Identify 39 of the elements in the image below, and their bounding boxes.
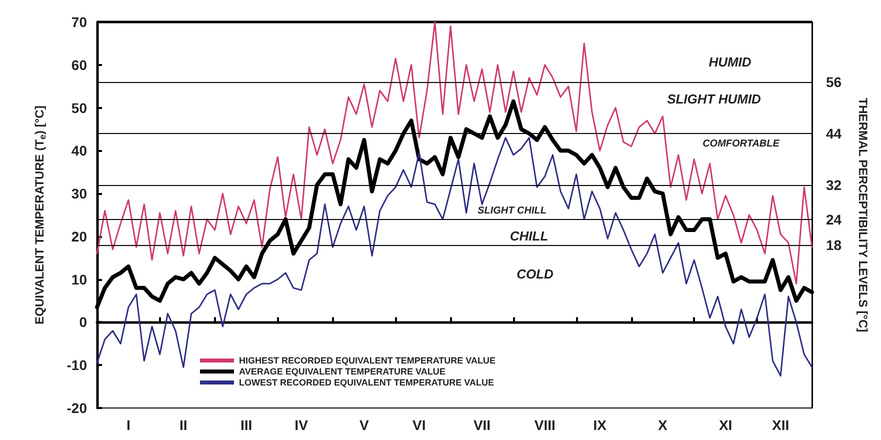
annotation: CHILL [510, 228, 548, 244]
y2-axis-title: THERMAL PERCEPTIBILITY LEVELS [°C] [856, 98, 870, 332]
annotation: SLIGHT HUMID [667, 92, 762, 106]
y2-tick-label: 18 [826, 237, 842, 254]
x-tick-label: II [180, 417, 188, 433]
y-tick-label: 30 [71, 186, 88, 202]
line-series [96, 137, 813, 377]
annotation: COMFORTABLE [702, 138, 780, 150]
y-axis-title: EQUIVALENT TEMPERATURE (Te) [°C] [32, 106, 48, 324]
x-tick-label: V [359, 417, 370, 433]
y-tick-label: 70 [71, 14, 88, 30]
x-tick-label: IV [294, 417, 309, 433]
x-tick-label: VII [473, 417, 491, 433]
y2-tick-label: 56 [826, 74, 842, 90]
y-tick-label: 20 [71, 228, 88, 244]
x-tick-label: XII [772, 417, 790, 433]
x-tick-label: III [240, 417, 252, 433]
y-tick-label: 10 [71, 271, 88, 288]
y-tick-label: -10 [66, 357, 88, 374]
x-tick-label: X [658, 417, 668, 433]
x-tick-label: VI [412, 417, 426, 433]
x-tick-label: VIII [534, 417, 556, 433]
y-tick-label: -20 [66, 400, 88, 416]
y2-tick-label: 24 [826, 211, 842, 228]
y-tick-label: 40 [71, 142, 88, 159]
annotation: HUMID [708, 54, 752, 70]
annotation: SLIGHT CHILL [478, 206, 546, 216]
y2-tick-label: 44 [826, 126, 842, 142]
annotation: COLD [516, 266, 554, 282]
y2-tick-label: 32 [826, 176, 842, 193]
legend-label: HIGHEST RECORDED EQUIVALENT TEMPERATURE VALUE [239, 356, 496, 366]
y-tick-label: 50 [71, 100, 88, 116]
y-tick-label: 0 [79, 314, 88, 330]
x-tick-label: I [126, 417, 130, 433]
x-tick-label: IX [593, 417, 608, 433]
legend-label: AVERAGE EQUIVALENT TEMPERATURE VALUE [239, 366, 446, 376]
y-tick-label: 60 [71, 56, 88, 73]
legend-label: LOWEST RECORDED EQUIVALENT TEMPERATURE VALUE [239, 378, 494, 388]
x-tick-label: XI [718, 417, 732, 433]
